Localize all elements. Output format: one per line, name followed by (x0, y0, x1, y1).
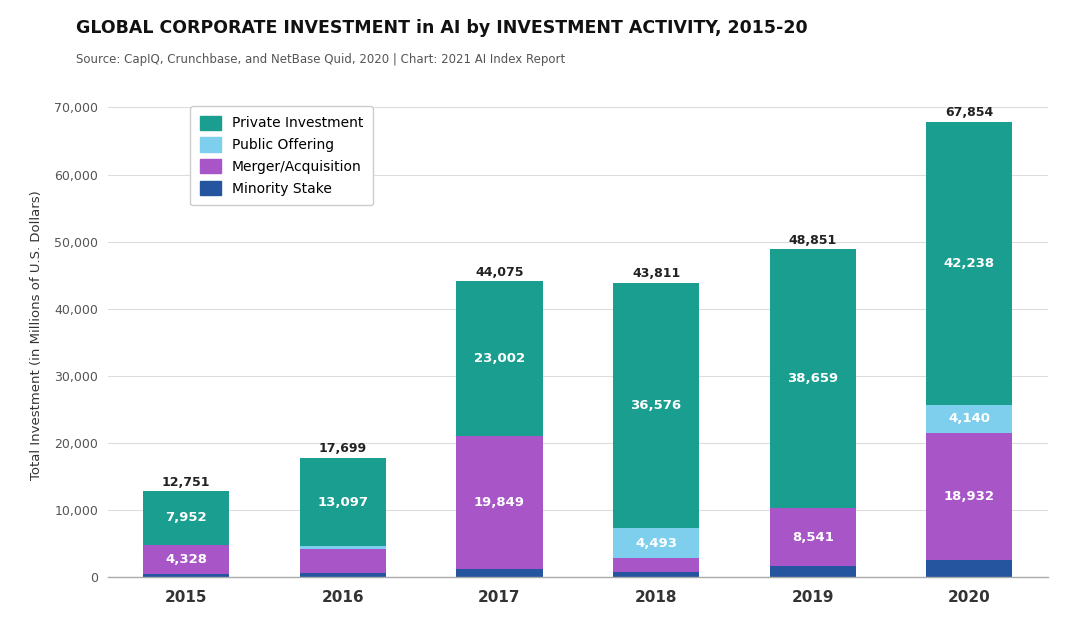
Text: 38,659: 38,659 (787, 372, 838, 386)
Bar (144, 574, 229, 577)
Bar (613, 572, 699, 577)
Bar (770, 566, 855, 577)
Text: 7,952: 7,952 (165, 512, 207, 525)
Text: 13,097: 13,097 (318, 495, 368, 508)
Bar (613, 529, 699, 559)
Bar (300, 546, 386, 549)
Bar (457, 436, 542, 569)
Text: 4,493: 4,493 (635, 537, 677, 550)
Text: 4,328: 4,328 (165, 552, 207, 566)
Text: GLOBAL CORPORATE INVESTMENT in AI by INVESTMENT ACTIVITY, 2015-20: GLOBAL CORPORATE INVESTMENT in AI by INV… (76, 19, 807, 37)
Text: Source: CapIQ, Crunchbase, and NetBase Quid, 2020 | Chart: 2021 AI Index Report: Source: CapIQ, Crunchbase, and NetBase Q… (76, 53, 565, 66)
Legend: Private Investment, Public Offering, Merger/Acquisition, Minority Stake: Private Investment, Public Offering, Mer… (190, 106, 373, 205)
Text: 67,854: 67,854 (945, 106, 994, 119)
Text: 44,075: 44,075 (475, 266, 524, 278)
Text: 43,811: 43,811 (632, 267, 680, 280)
Bar (613, 559, 699, 572)
Text: 12,751: 12,751 (162, 476, 211, 488)
Text: 42,238: 42,238 (944, 257, 995, 270)
Bar (300, 574, 386, 577)
Bar (300, 549, 386, 574)
Bar (613, 283, 699, 529)
Bar (927, 433, 1012, 560)
Bar (300, 458, 386, 546)
Text: 23,002: 23,002 (474, 352, 525, 365)
Bar (457, 569, 542, 577)
Bar (927, 405, 1012, 433)
Text: 17,699: 17,699 (319, 443, 367, 455)
Text: 36,576: 36,576 (631, 399, 681, 412)
Text: 48,851: 48,851 (788, 234, 837, 246)
Bar (144, 545, 229, 574)
Y-axis label: Total Investment (in Millions of U.S. Dollars): Total Investment (in Millions of U.S. Do… (30, 191, 43, 480)
Bar (144, 492, 229, 545)
Text: 19,849: 19,849 (474, 495, 525, 508)
Bar (770, 250, 855, 508)
Bar (770, 508, 855, 566)
Bar (927, 122, 1012, 405)
Text: 4,140: 4,140 (948, 413, 990, 426)
Bar (927, 560, 1012, 577)
Text: 8,541: 8,541 (792, 530, 834, 544)
Text: 18,932: 18,932 (944, 490, 995, 503)
Bar (457, 282, 542, 436)
